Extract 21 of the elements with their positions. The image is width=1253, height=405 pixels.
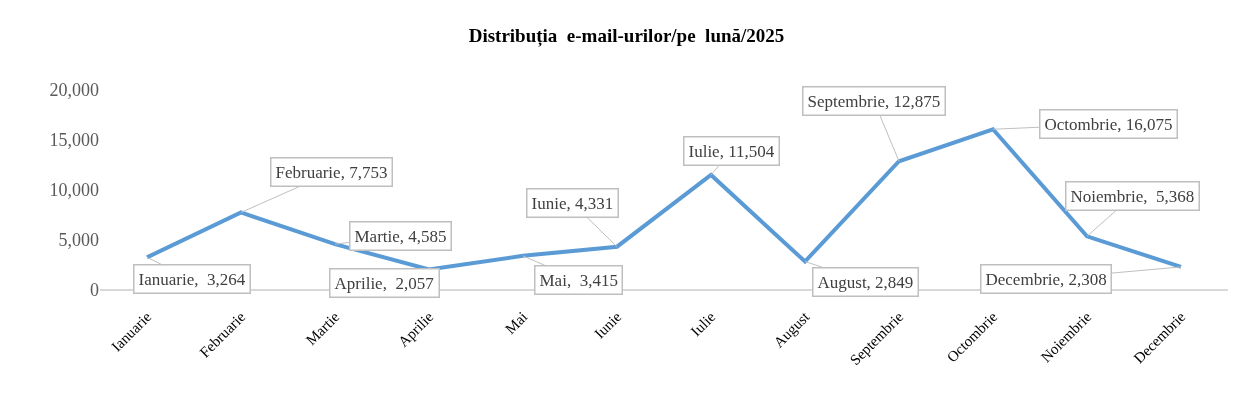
data-label: Noiembrie, 5,368 <box>1070 186 1195 206</box>
chart-title: Distribuția e-mail-urilor/pe lună/2025 <box>468 24 785 47</box>
data-label: Iulie, 11,504 <box>688 141 775 161</box>
x-tick-label: Mai <box>502 308 531 338</box>
x-tick-label: Iunie <box>591 308 625 342</box>
data-label: Ianuarie, 3,264 <box>138 269 246 289</box>
data-label: Septembrie, 12,875 <box>807 91 941 111</box>
x-tick-label: Iulie <box>687 308 719 340</box>
y-tick-label: 5,000 <box>58 230 99 251</box>
data-label: Mai, 3,415 <box>539 270 618 290</box>
y-tick-label: 10,000 <box>49 180 99 201</box>
data-label: Martie, 4,585 <box>354 226 447 246</box>
y-tick-label: 0 <box>90 280 99 301</box>
data-label: August, 2,849 <box>817 272 914 292</box>
data-label: Iunie, 4,331 <box>531 193 614 213</box>
data-label: Aprilie, 2,057 <box>334 273 435 293</box>
y-tick-label: 20,000 <box>49 80 99 101</box>
data-label: Februarie, 7,753 <box>275 162 388 182</box>
data-label: Decembrie, 2,308 <box>985 269 1107 289</box>
data-label: Octombrie, 16,075 <box>1044 114 1173 134</box>
y-tick-label: 15,000 <box>49 130 99 151</box>
